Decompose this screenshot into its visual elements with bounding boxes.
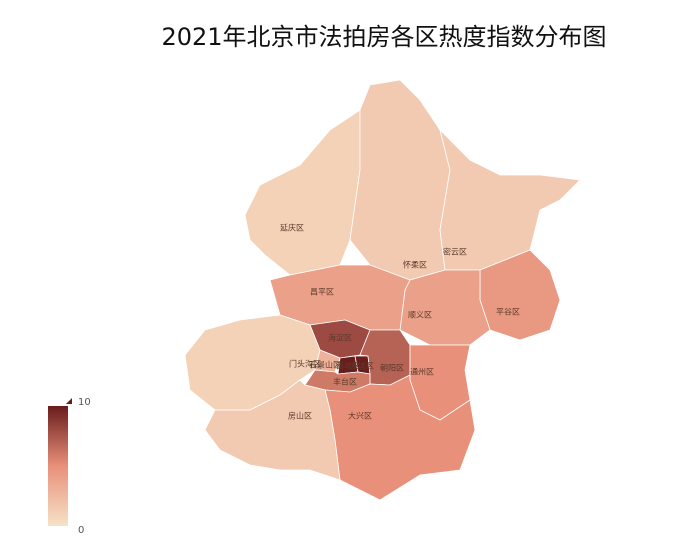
region-label: 石景山区 <box>309 360 341 370</box>
visual-map: 10 0 <box>48 397 91 536</box>
region <box>204 379 341 481</box>
visual-map-bar <box>48 406 68 526</box>
visual-map-handle <box>66 398 72 404</box>
region-label: 延庆区 <box>280 223 304 233</box>
region-label: 丰台区 <box>333 377 357 387</box>
region-label: 大兴区 <box>348 411 372 421</box>
region-label: 东城区 <box>350 361 374 371</box>
region-label: 西城区 <box>336 362 360 371</box>
region-label: 怀柔区 <box>403 260 427 270</box>
region-label: 昌平区 <box>310 288 334 297</box>
region-label: 顺义区 <box>408 311 432 320</box>
region-label: 密云区 <box>443 247 467 257</box>
region-label: 海淀区 <box>328 333 352 343</box>
region-label: 房山区 <box>288 411 312 421</box>
region <box>244 109 361 276</box>
visual-map-min: 0 <box>78 525 84 536</box>
region-label: 朝阳区 <box>380 364 404 373</box>
region <box>349 79 451 281</box>
region <box>399 269 491 346</box>
chart-title: 2021年北京市法拍房各区热度指数分布图 <box>161 23 606 51</box>
region-label: 通州区 <box>410 367 434 377</box>
visual-map-max: 10 <box>78 397 91 408</box>
region <box>439 128 581 271</box>
region-label: 平谷区 <box>496 308 520 317</box>
regions <box>184 79 581 501</box>
region-label: 门头沟区 <box>289 359 321 369</box>
